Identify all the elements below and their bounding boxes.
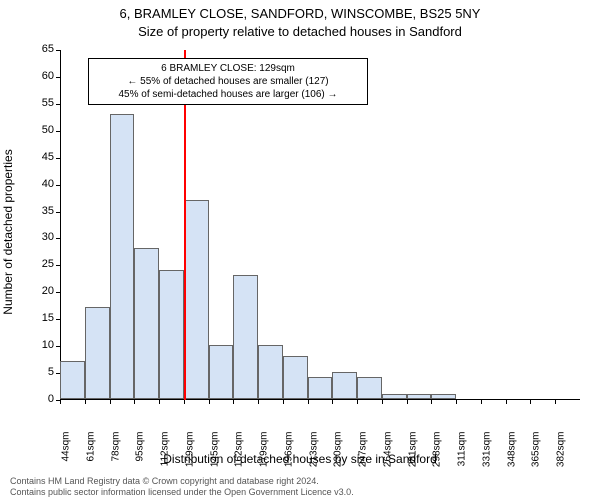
histogram-bar <box>233 275 258 399</box>
histogram-bar <box>110 114 135 399</box>
y-tick-label: 50 <box>24 124 54 136</box>
x-tick-mark <box>159 400 160 404</box>
y-tick-label: 20 <box>24 285 54 297</box>
histogram-bar <box>283 356 308 399</box>
histogram-bar <box>60 361 85 399</box>
x-tick-mark <box>60 400 61 404</box>
footer-line2: Contains public sector information licen… <box>10 487 354 498</box>
histogram-bar <box>85 307 110 399</box>
footer-attribution: Contains HM Land Registry data © Crown c… <box>10 476 354 498</box>
histogram-bar <box>357 377 382 399</box>
y-tick-label: 45 <box>24 151 54 163</box>
x-axis-label: Distribution of detached houses by size … <box>0 452 600 466</box>
x-tick-mark <box>209 400 210 404</box>
histogram-bar <box>134 248 159 399</box>
y-tick-label: 35 <box>24 205 54 217</box>
x-tick-mark <box>431 400 432 404</box>
y-tick-label: 0 <box>24 393 54 405</box>
x-tick-mark <box>456 400 457 404</box>
y-tick-label: 10 <box>24 339 54 351</box>
x-tick-mark <box>530 400 531 404</box>
histogram-bar <box>332 372 357 399</box>
y-tick-label: 5 <box>24 366 54 378</box>
x-tick-mark <box>332 400 333 404</box>
histogram-bar <box>308 377 333 399</box>
x-tick-mark <box>85 400 86 404</box>
x-tick-mark <box>407 400 408 404</box>
x-tick-mark <box>481 400 482 404</box>
y-tick-label: 55 <box>24 97 54 109</box>
x-tick-mark <box>382 400 383 404</box>
footer-line1: Contains HM Land Registry data © Crown c… <box>10 476 354 487</box>
callout-smaller: ← 55% of detached houses are smaller (12… <box>95 75 361 88</box>
x-tick-mark <box>283 400 284 404</box>
y-tick-label: 15 <box>24 312 54 324</box>
histogram-bar <box>184 200 209 399</box>
y-tick-label: 25 <box>24 258 54 270</box>
x-tick-mark <box>357 400 358 404</box>
x-tick-mark <box>555 400 556 404</box>
histogram-bar <box>407 394 432 399</box>
y-tick-label: 40 <box>24 178 54 190</box>
chart-title-subtitle: Size of property relative to detached ho… <box>0 24 600 39</box>
x-tick-mark <box>110 400 111 404</box>
x-tick-mark <box>506 400 507 404</box>
histogram-bar <box>431 394 456 399</box>
y-tick-label: 60 <box>24 70 54 82</box>
y-axis-label: Number of detached properties <box>1 149 15 314</box>
x-tick-mark <box>258 400 259 404</box>
histogram-bar <box>258 345 283 399</box>
histogram-bar <box>159 270 184 399</box>
x-tick-mark <box>134 400 135 404</box>
property-callout: 6 BRAMLEY CLOSE: 129sqm ← 55% of detache… <box>88 58 368 105</box>
histogram-bar <box>209 345 234 399</box>
y-tick-label: 65 <box>24 43 54 55</box>
x-tick-mark <box>233 400 234 404</box>
chart-container: 6, BRAMLEY CLOSE, SANDFORD, WINSCOMBE, B… <box>0 0 600 500</box>
x-tick-mark <box>308 400 309 404</box>
y-tick-label: 30 <box>24 231 54 243</box>
histogram-bar <box>382 394 407 399</box>
callout-heading: 6 BRAMLEY CLOSE: 129sqm <box>95 62 361 75</box>
x-tick-mark <box>184 400 185 404</box>
callout-larger: 45% of semi-detached houses are larger (… <box>95 88 361 101</box>
chart-title-address: 6, BRAMLEY CLOSE, SANDFORD, WINSCOMBE, B… <box>0 6 600 21</box>
